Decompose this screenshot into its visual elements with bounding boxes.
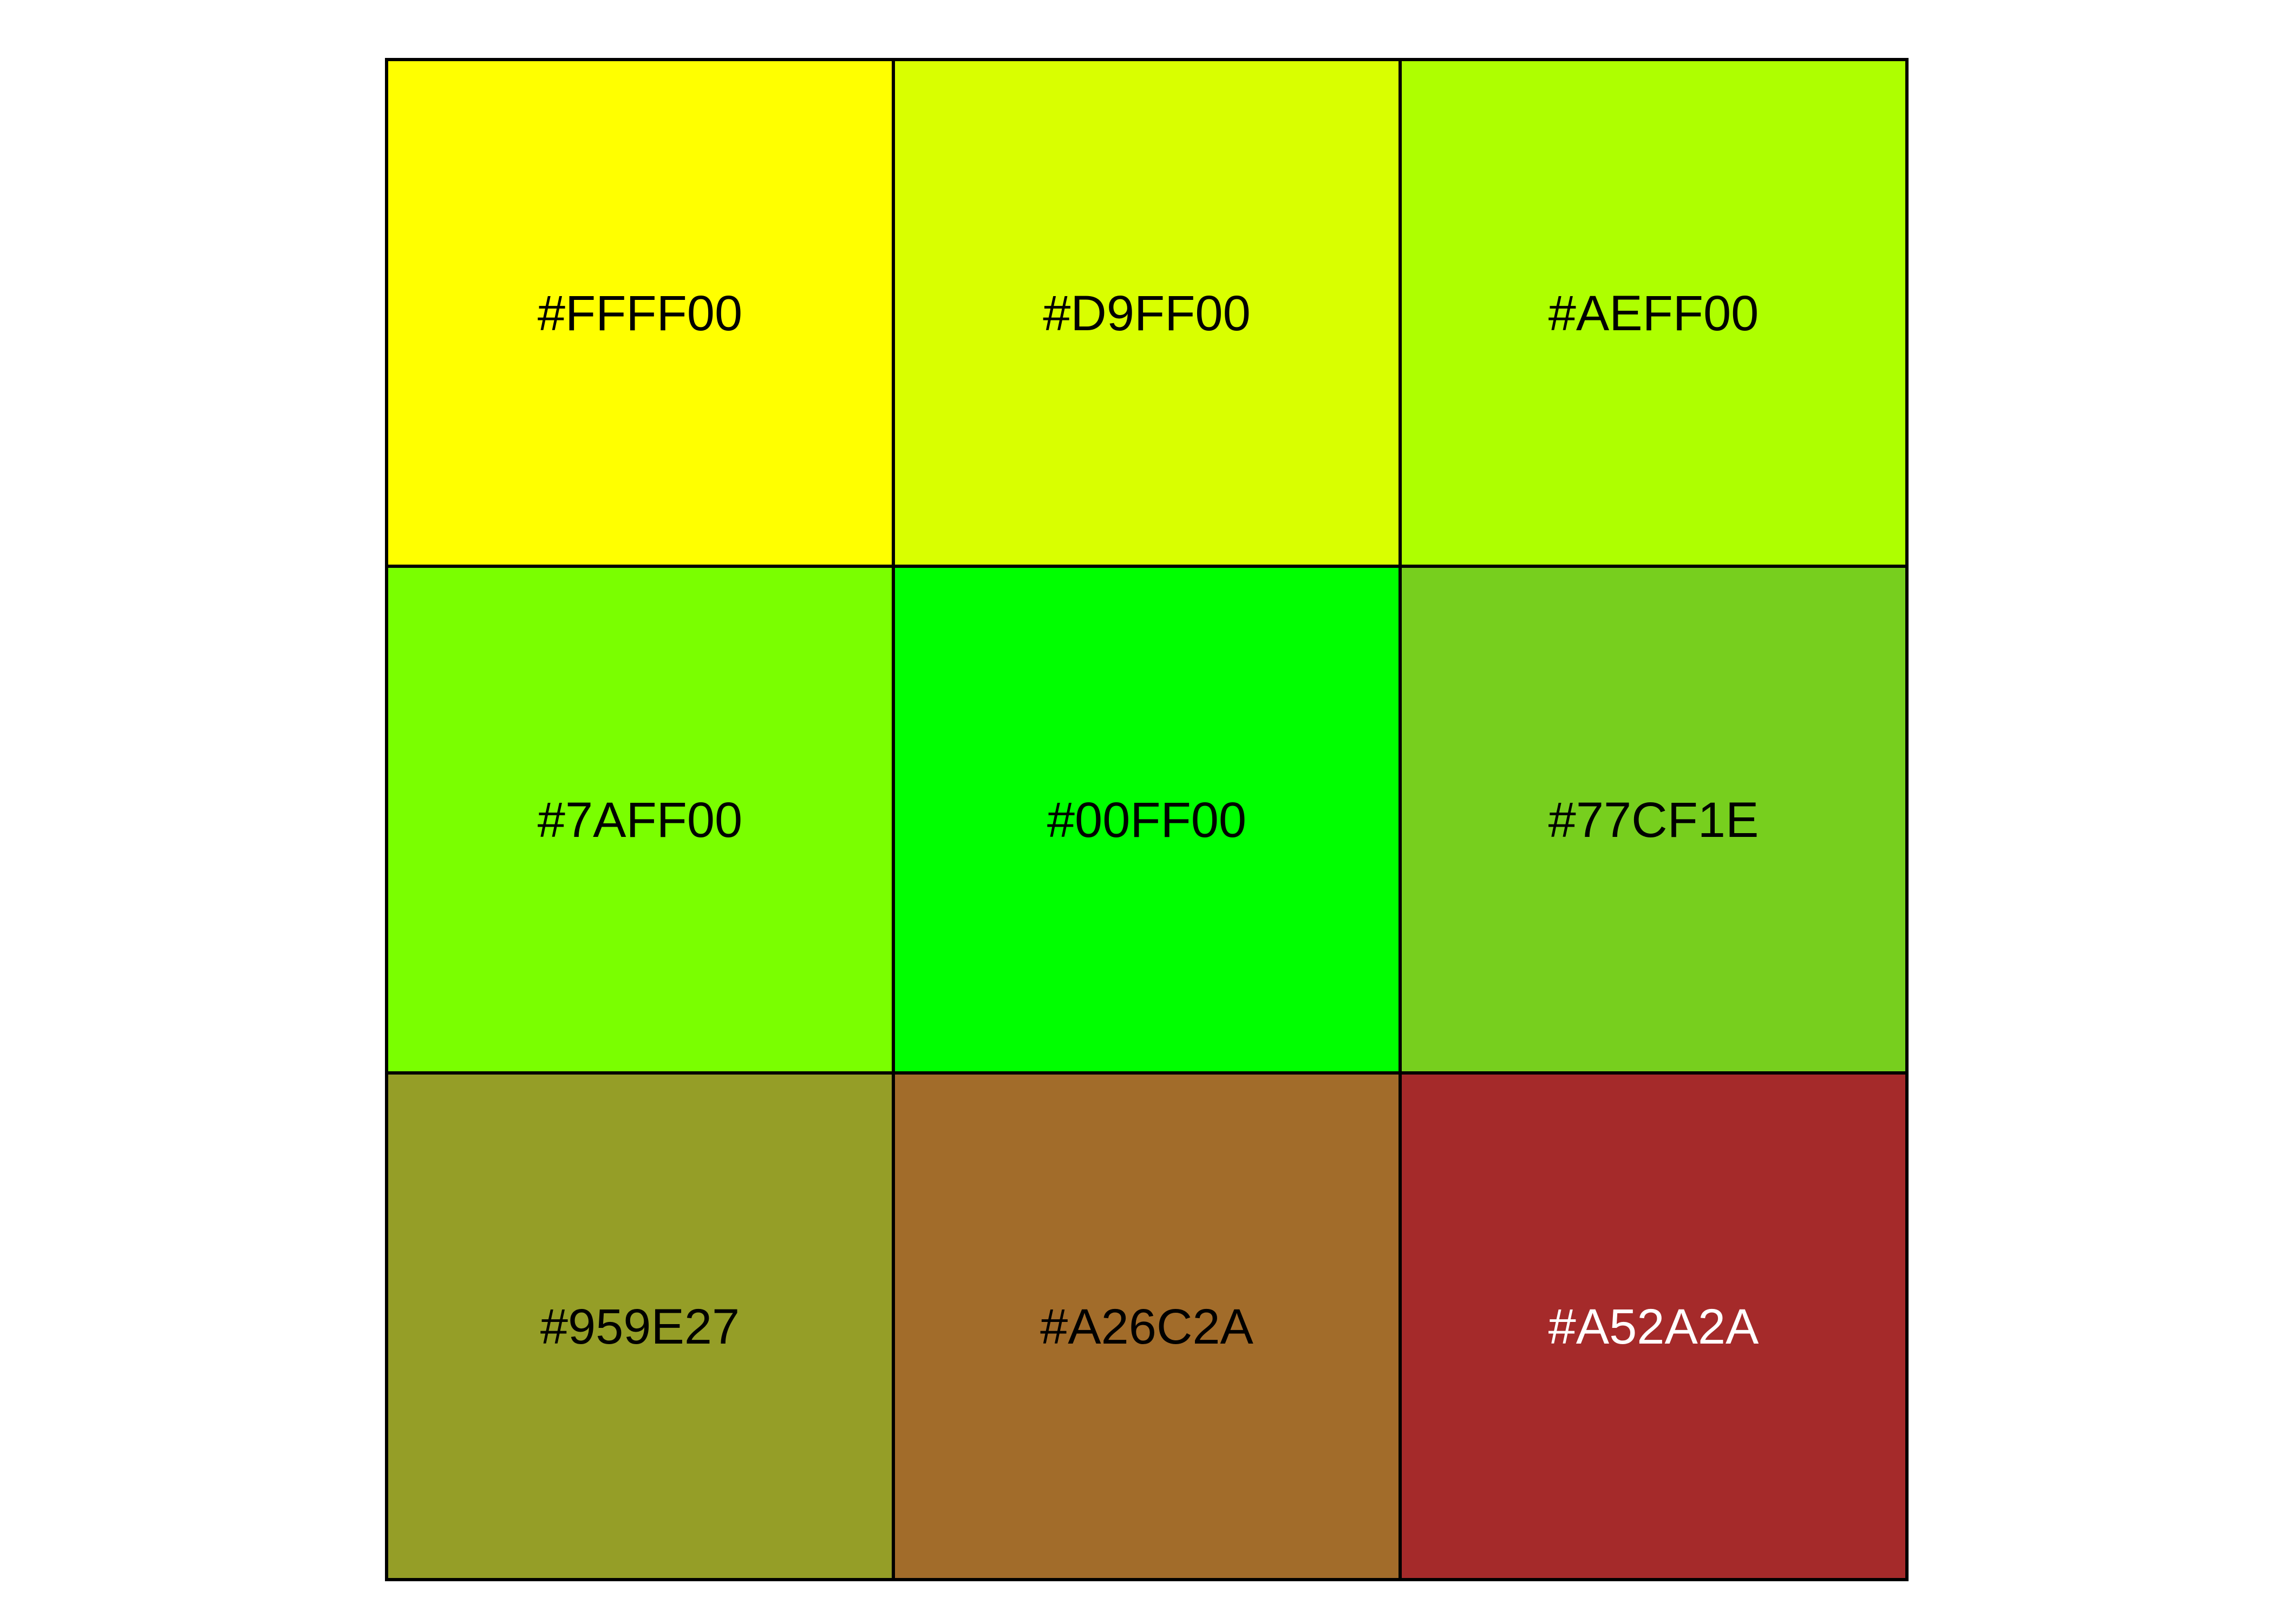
color-swatch-cell: #A26C2A [892, 1071, 1402, 1581]
color-swatch-cell: #D9FF00 [892, 58, 1402, 568]
color-swatch-rect [1399, 1071, 1909, 1581]
color-swatch-cell: #00FF00 [892, 565, 1402, 1075]
color-swatch-label: #D9FF00 [1043, 286, 1251, 341]
color-swatch-label: #77CF1E [1548, 793, 1759, 848]
color-swatch-rect [385, 1071, 895, 1581]
color-swatch-cell: #FFFF00 [385, 58, 895, 568]
color-swatch-rect [892, 58, 1402, 568]
color-swatch-rect [892, 1071, 1402, 1581]
color-swatch-label: #A26C2A [1040, 1299, 1253, 1354]
color-swatch-cell: #959E27 [385, 1071, 895, 1581]
color-swatch-label: #AEFF00 [1548, 286, 1759, 341]
color-swatch-rect [385, 565, 895, 1075]
color-swatch-cell: #AEFF00 [1399, 58, 1909, 568]
color-swatch-label: #7AFF00 [538, 793, 742, 848]
color-swatch-label: #A52A2A [1548, 1299, 1759, 1354]
color-swatch-label: #00FF00 [1047, 793, 1246, 848]
color-swatch-cell: #77CF1E [1399, 565, 1909, 1075]
color-swatch-label: #FFFF00 [538, 286, 742, 341]
color-swatch-rect [385, 58, 895, 568]
color-swatch-rect [1399, 58, 1909, 568]
color-swatch-cell: #A52A2A [1399, 1071, 1909, 1581]
color-swatch-rect [892, 565, 1402, 1075]
color-swatch-label: #959E27 [540, 1299, 740, 1354]
color-swatch-cell: #7AFF00 [385, 565, 895, 1075]
color-swatch-rect [1399, 565, 1909, 1075]
